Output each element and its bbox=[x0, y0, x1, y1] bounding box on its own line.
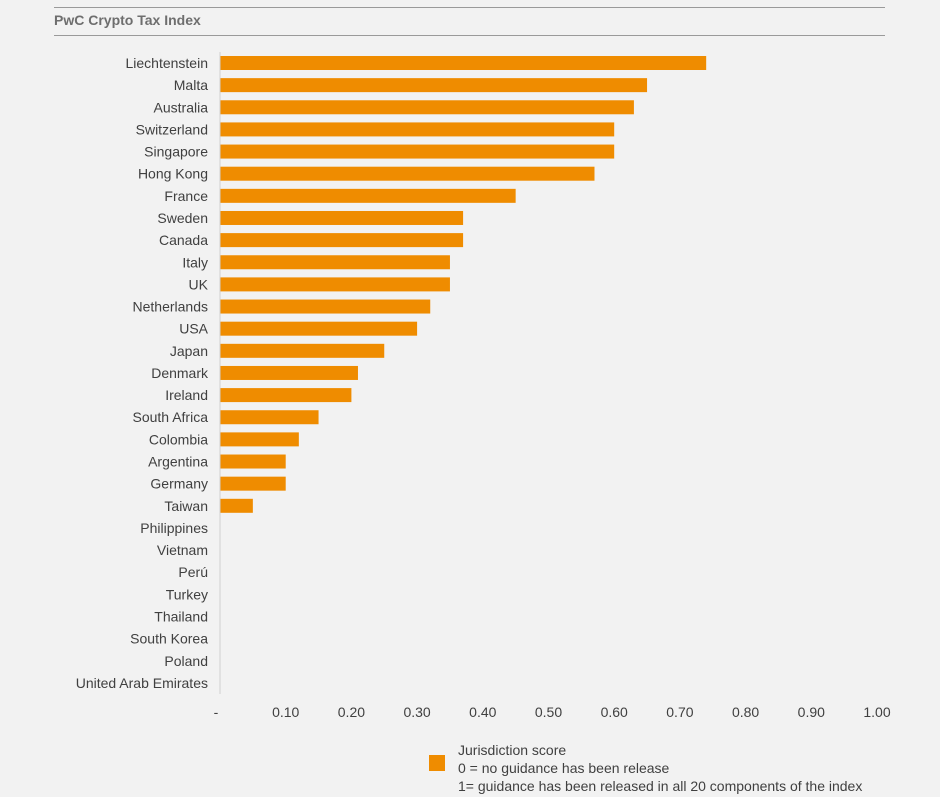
bar bbox=[220, 498, 253, 513]
category-label: Colombia bbox=[149, 431, 208, 447]
category-label: Germany bbox=[150, 476, 208, 492]
bar-chart: Liechtenstein Malta Australia Switzerland Si… bbox=[76, 52, 891, 720]
category-label: Taiwan bbox=[164, 498, 208, 514]
bar bbox=[220, 454, 286, 469]
category-label: Malta bbox=[174, 77, 208, 93]
category-label: Sweden bbox=[157, 210, 208, 226]
x-tick-label: 0.60 bbox=[601, 704, 628, 720]
category-label: Thailand bbox=[154, 609, 208, 625]
category-label: Italy bbox=[182, 254, 208, 270]
x-tick-label: 0.10 bbox=[272, 704, 299, 720]
bar bbox=[220, 343, 385, 358]
header-rule-top bbox=[54, 7, 885, 8]
header-rule-bottom bbox=[54, 35, 885, 36]
bar bbox=[220, 188, 516, 203]
category-label: Ireland bbox=[165, 387, 208, 403]
category-label: Hong Kong bbox=[138, 166, 208, 182]
bar bbox=[220, 410, 319, 425]
category-label: Netherlands bbox=[133, 299, 209, 315]
x-tick-label: 0.20 bbox=[338, 704, 365, 720]
category-label: Australia bbox=[154, 99, 209, 115]
legend-note-one: 1= guidance has been released in all 20 … bbox=[458, 778, 863, 794]
legend: Jurisdiction score 0 = no guidance has b… bbox=[458, 741, 862, 795]
bar bbox=[220, 365, 358, 380]
category-label: USA bbox=[179, 321, 208, 337]
x-tick-label: 0.70 bbox=[666, 704, 693, 720]
x-tick-label: 0.30 bbox=[403, 704, 430, 720]
category-label: Denmark bbox=[151, 365, 209, 381]
category-label: Switzerland bbox=[136, 121, 208, 137]
category-label: Philippines bbox=[140, 520, 208, 536]
category-label: Singapore bbox=[144, 144, 208, 160]
bar bbox=[220, 476, 286, 491]
bar bbox=[220, 255, 450, 270]
bar bbox=[220, 122, 615, 137]
category-label: UK bbox=[189, 276, 209, 292]
category-label: Vietnam bbox=[157, 542, 208, 558]
x-tick-label: 0.50 bbox=[535, 704, 562, 720]
category-label: France bbox=[164, 188, 208, 204]
legend-swatch bbox=[429, 755, 445, 771]
bar bbox=[220, 321, 418, 336]
category-label: Japan bbox=[170, 343, 208, 359]
bar bbox=[220, 432, 299, 447]
category-label: Poland bbox=[164, 653, 208, 669]
category-label: Liechtenstein bbox=[125, 55, 208, 71]
x-tick-label: 0.80 bbox=[732, 704, 759, 720]
bar bbox=[220, 78, 648, 93]
bar bbox=[220, 299, 431, 314]
bar bbox=[220, 100, 634, 115]
category-label: Turkey bbox=[166, 586, 208, 602]
chart-title: PwC Crypto Tax Index bbox=[54, 12, 201, 28]
category-label: Perú bbox=[178, 564, 208, 580]
category-label: United Arab Emirates bbox=[76, 675, 208, 691]
bar bbox=[220, 56, 707, 70]
bar bbox=[220, 233, 464, 248]
x-tick-label: - bbox=[214, 704, 219, 720]
bar bbox=[220, 388, 352, 403]
x-tick-label: 0.90 bbox=[798, 704, 825, 720]
legend-series-name: Jurisdiction score bbox=[458, 742, 567, 758]
bar bbox=[220, 210, 464, 225]
category-label: Argentina bbox=[148, 454, 208, 470]
category-label: Canada bbox=[159, 232, 208, 248]
legend-note-zero: 0 = no guidance has been release bbox=[458, 760, 670, 776]
x-tick-label: 1.00 bbox=[863, 704, 890, 720]
bar bbox=[220, 277, 450, 292]
bar bbox=[220, 166, 595, 181]
x-tick-label: 0.40 bbox=[469, 704, 496, 720]
category-label: South Korea bbox=[130, 631, 208, 647]
category-label: South Africa bbox=[133, 409, 209, 425]
bar bbox=[220, 144, 615, 159]
